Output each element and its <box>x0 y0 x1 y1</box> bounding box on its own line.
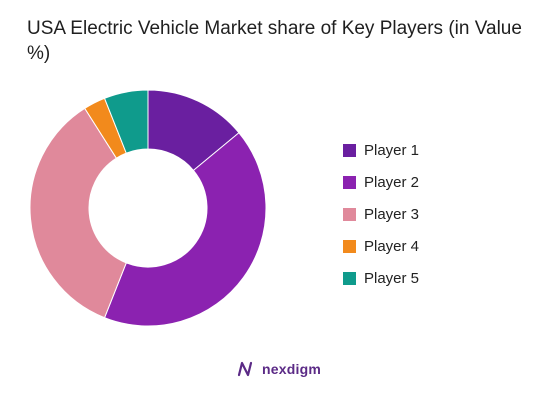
donut-slice-player-3 <box>29 107 127 319</box>
legend-label-player-3: Player 3 <box>364 205 420 223</box>
legend-label-player-5: Player 5 <box>364 269 420 287</box>
brand-name: nexdigm <box>262 361 321 377</box>
legend-label-player-1: Player 1 <box>364 141 420 159</box>
legend-swatch-player-4 <box>343 239 356 253</box>
brand-logo: nexdigm <box>236 359 321 379</box>
legend-item-player-1: Player 1 <box>343 134 419 166</box>
legend-swatch-player-3 <box>343 207 356 221</box>
legend-label-player-2: Player 2 <box>364 173 420 191</box>
donut-slice-player-2 <box>103 132 267 327</box>
legend-swatch-player-1 <box>343 143 356 157</box>
legend-item-player-5: Player 5 <box>343 262 419 294</box>
legend-item-player-2: Player 2 <box>343 166 419 198</box>
donut-slice-player-5 <box>103 89 149 154</box>
legend-item-player-4: Player 4 <box>343 230 419 262</box>
legend-swatch-player-5 <box>343 271 356 285</box>
legend-item-player-3: Player 3 <box>343 198 419 230</box>
legend: Player 1 Player 2 Player 3 Player 4 Play… <box>343 134 419 294</box>
legend-swatch-player-2 <box>343 175 356 189</box>
legend-label-player-4: Player 4 <box>364 237 420 255</box>
chart-title: USA Electric Vehicle Market share of Key… <box>27 18 522 64</box>
nexdigm-logo-icon <box>237 361 253 377</box>
